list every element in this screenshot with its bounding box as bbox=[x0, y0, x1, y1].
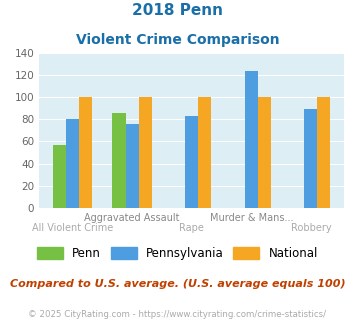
Text: 2018 Penn: 2018 Penn bbox=[132, 3, 223, 18]
Text: © 2025 CityRating.com - https://www.cityrating.com/crime-statistics/: © 2025 CityRating.com - https://www.city… bbox=[28, 310, 327, 319]
Bar bbox=[79, 97, 92, 208]
Bar bbox=[126, 124, 139, 208]
Text: All Violent Crime: All Violent Crime bbox=[32, 223, 113, 233]
Legend: Penn, Pennsylvania, National: Penn, Pennsylvania, National bbox=[32, 242, 323, 264]
Bar bbox=[245, 71, 258, 208]
Text: Rape: Rape bbox=[179, 223, 204, 233]
Text: Robbery: Robbery bbox=[290, 223, 331, 233]
Text: Violent Crime Comparison: Violent Crime Comparison bbox=[76, 33, 279, 47]
Bar bbox=[304, 109, 317, 208]
Text: Murder & Mans...: Murder & Mans... bbox=[209, 213, 293, 223]
Bar bbox=[258, 97, 271, 208]
Text: Compared to U.S. average. (U.S. average equals 100): Compared to U.S. average. (U.S. average … bbox=[10, 279, 345, 289]
Bar bbox=[53, 145, 66, 208]
Bar bbox=[66, 119, 79, 208]
Bar bbox=[185, 116, 198, 208]
Bar bbox=[317, 97, 331, 208]
Text: Aggravated Assault: Aggravated Assault bbox=[84, 213, 180, 223]
Bar bbox=[113, 113, 126, 208]
Bar bbox=[139, 97, 152, 208]
Bar bbox=[198, 97, 211, 208]
